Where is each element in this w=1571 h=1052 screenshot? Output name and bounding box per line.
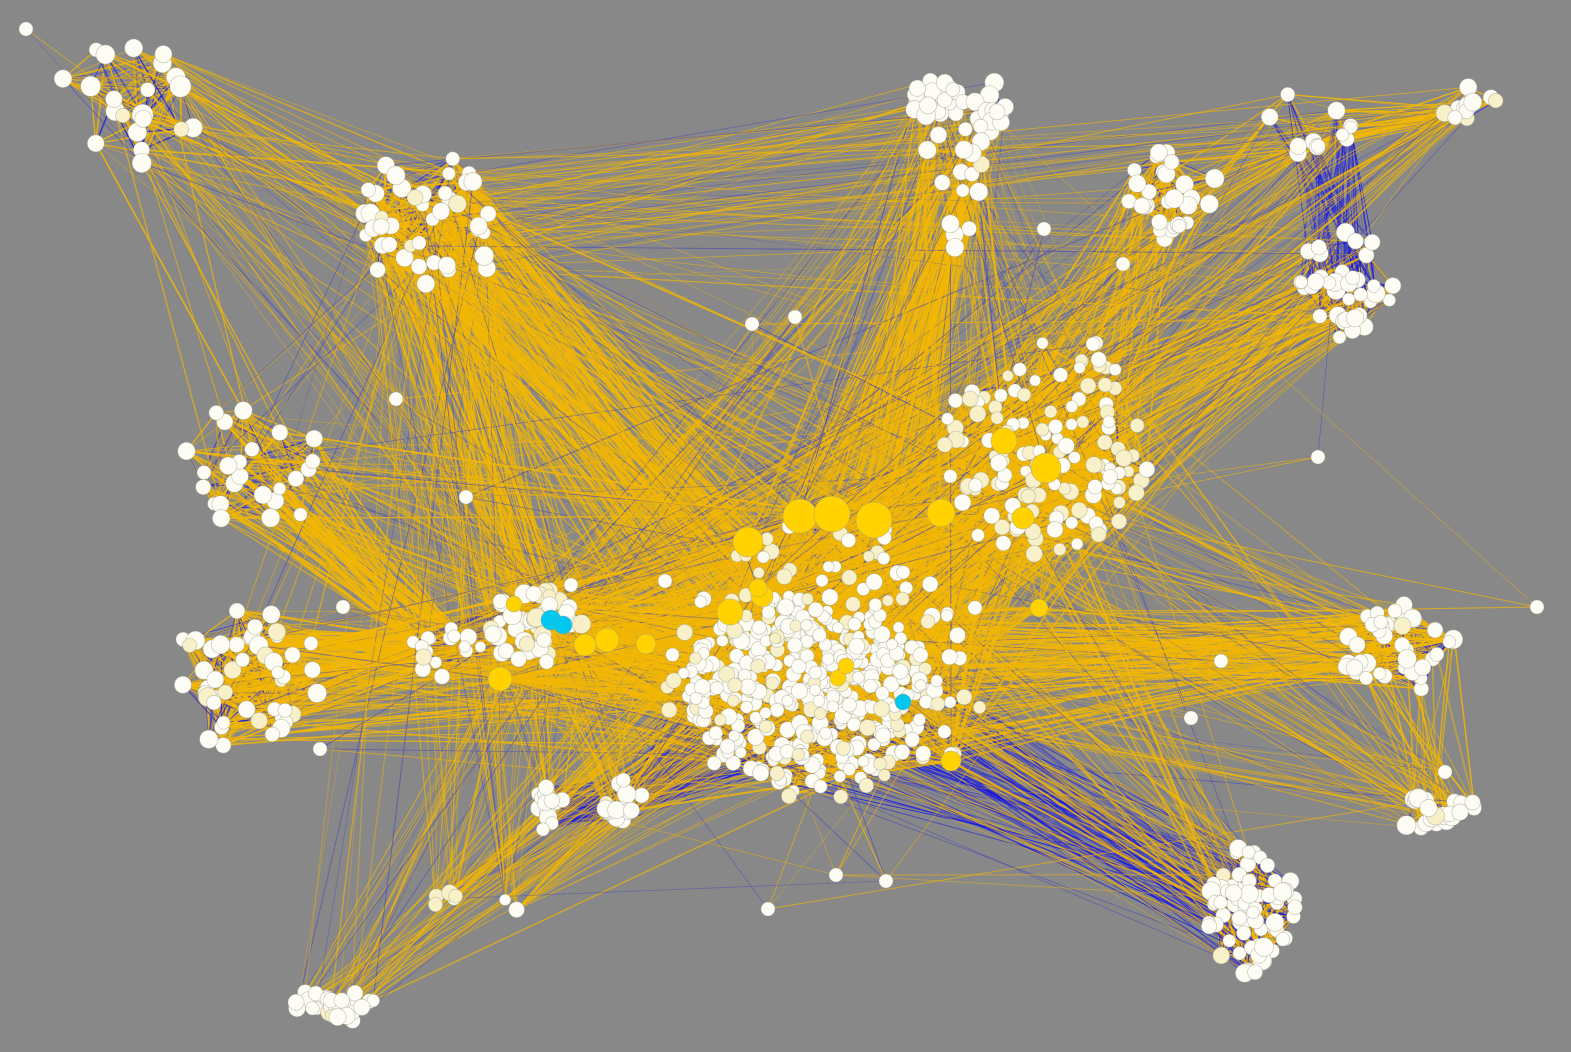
graph-edge bbox=[368, 158, 453, 191]
graph-edge bbox=[793, 790, 841, 798]
graph-edge bbox=[182, 684, 223, 728]
graph-edge bbox=[133, 47, 182, 130]
graph-edge bbox=[62, 78, 148, 91]
graph-edge bbox=[62, 47, 134, 80]
graph-edge bbox=[62, 63, 163, 80]
graph-edge bbox=[395, 158, 453, 176]
graph-edge bbox=[240, 475, 296, 480]
graph-edge bbox=[90, 63, 163, 87]
graph-edge bbox=[90, 76, 176, 87]
graph-edge bbox=[195, 614, 272, 641]
graph-edge bbox=[203, 421, 226, 473]
